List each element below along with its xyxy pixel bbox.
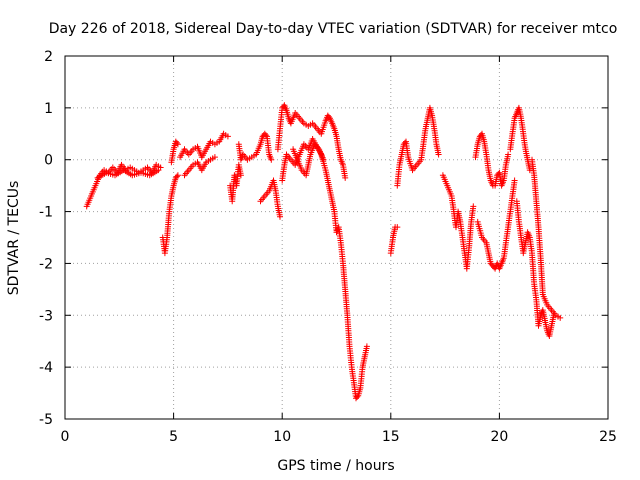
data-point-marker bbox=[394, 224, 401, 231]
data-point-marker bbox=[363, 343, 370, 350]
y-tick-label: 2 bbox=[44, 49, 53, 65]
data-point-marker bbox=[277, 213, 283, 220]
x-tick-label: 0 bbox=[61, 429, 70, 445]
data-point-marker bbox=[174, 141, 181, 148]
data-point-marker bbox=[526, 167, 533, 174]
data-point-marker bbox=[237, 172, 244, 179]
data-point-marker bbox=[342, 174, 349, 181]
axis-ticks bbox=[64, 55, 609, 420]
y-tick-label: -1 bbox=[39, 205, 53, 221]
data-point-marker bbox=[557, 314, 564, 321]
y-tick-label: -5 bbox=[39, 412, 53, 428]
x-tick-labels: 0 5 10 15 20 25 bbox=[61, 429, 617, 445]
data-point-marker bbox=[268, 156, 275, 163]
data-point-marker bbox=[211, 154, 218, 161]
y-tick-label: 1 bbox=[44, 101, 53, 117]
data-point-marker bbox=[401, 139, 408, 146]
data-point-marker bbox=[505, 151, 512, 158]
data-point-marker bbox=[320, 156, 327, 163]
x-axis-label: GPS time / hours bbox=[277, 458, 394, 474]
x-tick-label: 25 bbox=[599, 429, 617, 445]
x-tick-label: 5 bbox=[169, 429, 178, 445]
data-point-marker bbox=[435, 151, 442, 158]
data-point-marker bbox=[173, 139, 180, 146]
data-point-marker bbox=[173, 173, 180, 180]
y-tick-label: -4 bbox=[39, 360, 53, 376]
y-axis-label: SDTVAR / TECUs bbox=[6, 181, 22, 296]
plot-frame bbox=[64, 55, 609, 420]
y-tick-label: 0 bbox=[44, 153, 53, 169]
data-point-marker bbox=[224, 133, 231, 140]
data-points bbox=[83, 102, 564, 402]
x-tick-label: 20 bbox=[490, 429, 508, 445]
data-point-marker bbox=[325, 113, 332, 120]
x-tick-label: 10 bbox=[273, 429, 291, 445]
data-point-marker bbox=[470, 203, 477, 210]
data-point-marker bbox=[262, 132, 269, 139]
chart-title: Day 226 of 2018, Sidereal Day-to-day VTE… bbox=[49, 21, 618, 37]
y-tick-label: -2 bbox=[39, 256, 53, 272]
y-tick-labels: -5 -4 -3 -2 -1 0 1 2 bbox=[39, 49, 53, 428]
x-tick-label: 15 bbox=[382, 429, 400, 445]
y-tick-label: -3 bbox=[39, 308, 53, 324]
data-point-marker bbox=[174, 172, 181, 179]
data-point-marker bbox=[155, 167, 162, 174]
data-point-marker bbox=[511, 177, 518, 184]
data-point-marker bbox=[354, 394, 361, 400]
